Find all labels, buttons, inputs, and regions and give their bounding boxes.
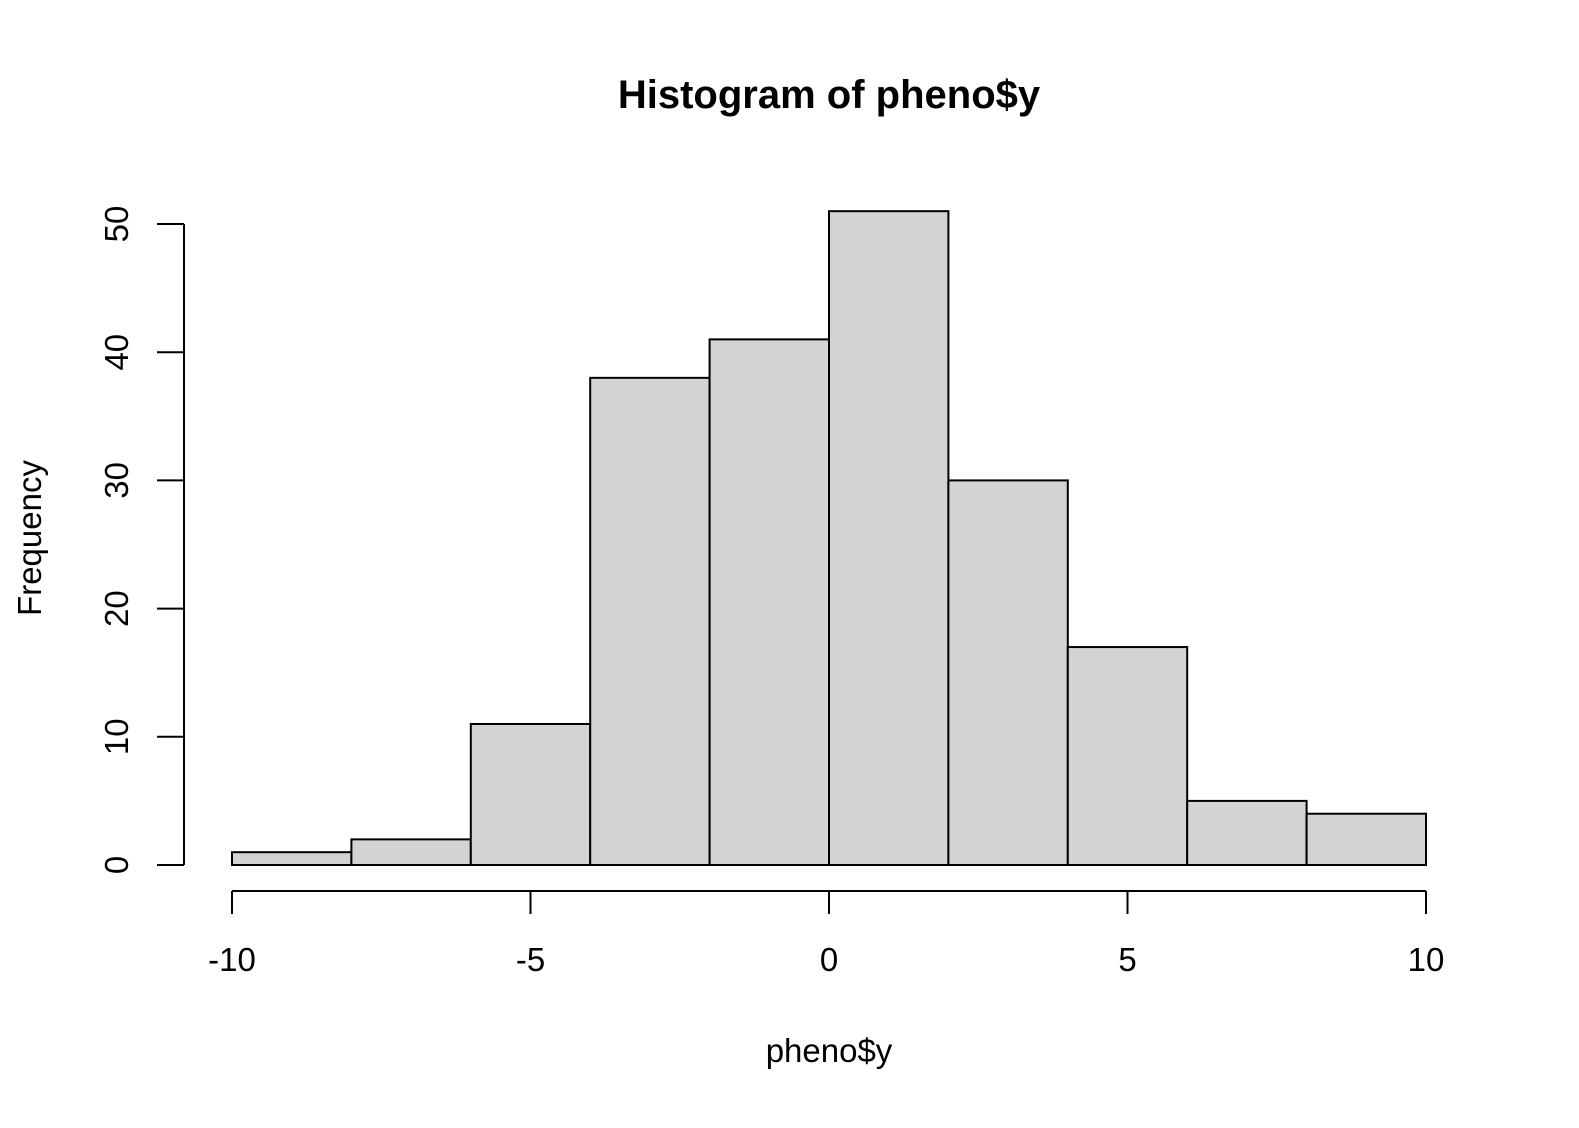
histogram-bar-7 [1066, 646, 1189, 866]
histogram-bar-2 [469, 722, 592, 866]
y-axis: 0 10 20 30 40 50 [98, 206, 185, 874]
histogram-bar-1 [350, 838, 472, 866]
y-tick-label-4: 40 [98, 334, 135, 371]
y-tick-label-3: 30 [98, 462, 135, 499]
histogram-bar-8 [1186, 799, 1308, 867]
x-tick-label-4: 10 [1408, 941, 1445, 978]
bars-group [231, 210, 1427, 867]
y-tick-label-5: 50 [98, 206, 135, 243]
histogram-bar-4 [708, 338, 830, 866]
x-tick-label-1: -5 [516, 941, 545, 978]
y-axis-label: Frequency [11, 460, 48, 616]
x-axis-label: pheno$y [766, 1032, 893, 1069]
x-axis: -10 -5 0 5 10 [208, 890, 1445, 978]
x-tick-label-2: 0 [820, 941, 838, 978]
histogram-bar-0 [231, 851, 353, 866]
y-tick-label-1: 10 [98, 718, 135, 755]
y-tick-label-2: 20 [98, 590, 135, 627]
chart-title: Histogram of pheno$y [618, 73, 1041, 117]
histogram-bar-9 [1305, 812, 1427, 866]
histogram-bar-5 [828, 210, 950, 866]
histogram-bar-6 [947, 479, 1069, 866]
x-tick-label-0: -10 [208, 941, 256, 978]
y-tick-label-0: 0 [98, 856, 135, 874]
x-tick-label-3: 5 [1118, 941, 1136, 978]
histogram-bar-3 [589, 376, 711, 866]
